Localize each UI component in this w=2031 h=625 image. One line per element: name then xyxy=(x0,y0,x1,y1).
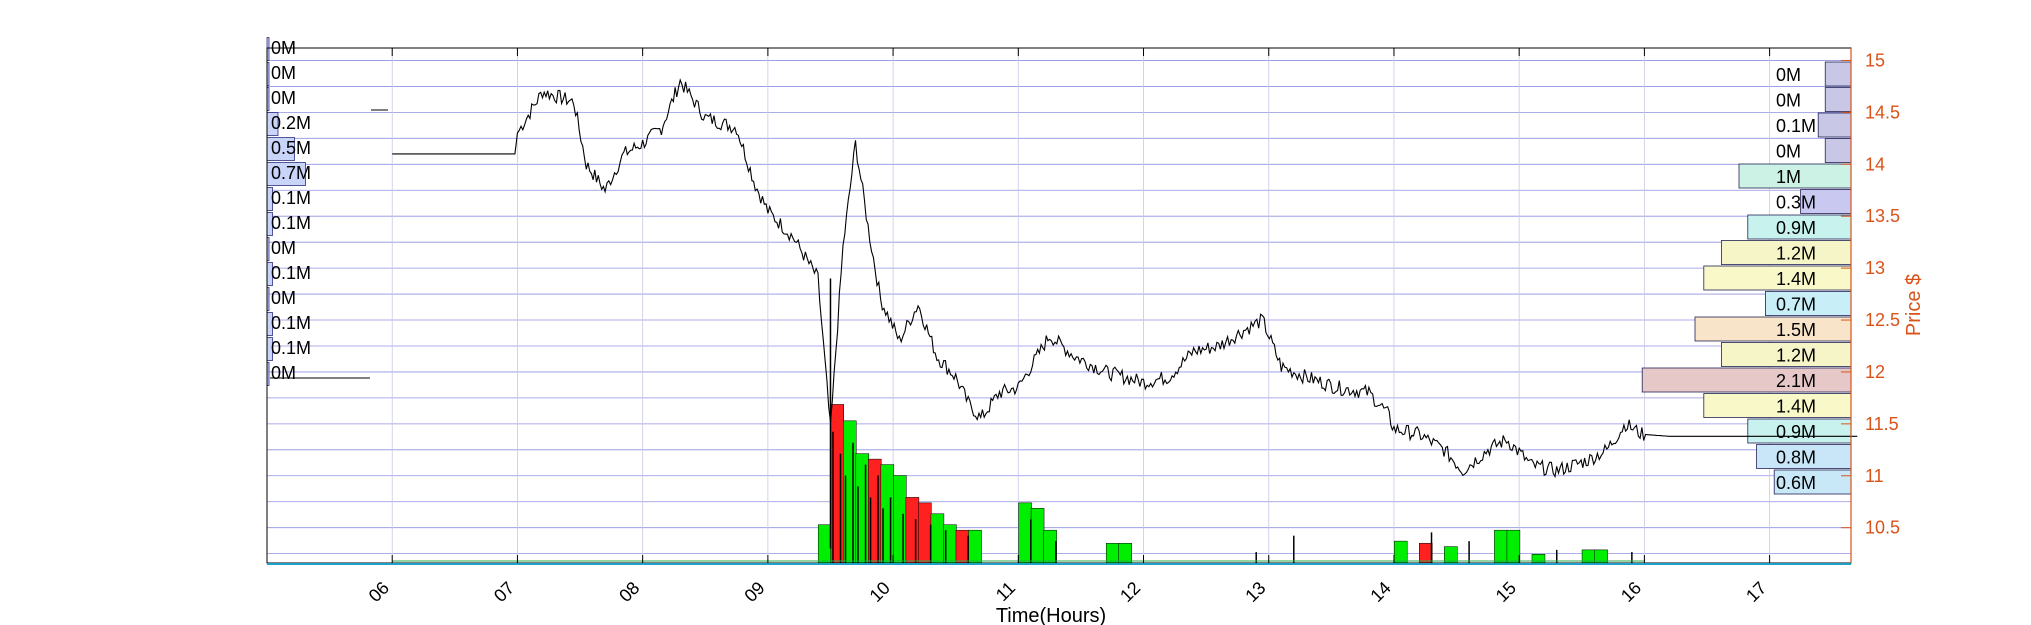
right-profile-bar xyxy=(1703,265,1852,291)
volume-bar xyxy=(817,524,832,564)
x-tick-label: 06 xyxy=(365,578,393,606)
volume-bar xyxy=(1494,529,1508,564)
right-profile-label: 0.3M xyxy=(1776,193,1816,213)
right-profile-bar xyxy=(1824,138,1852,163)
left-profile-label: 0.2M xyxy=(271,113,311,133)
left-volume-profile: 0M 0M 0M 0.2M 0.5M 0.7M 0.1M 0.1M 0M 0.1M 0M 0.1M 0.… xyxy=(266,37,388,386)
x-tick-label: 13 xyxy=(1241,578,1269,606)
right-profile-bar xyxy=(1800,189,1852,214)
left-profile-label: 0.1M xyxy=(271,213,311,233)
right-profile-label: 1.4M xyxy=(1776,269,1816,289)
volume-bar xyxy=(955,529,970,564)
right-profile-label: 1.5M xyxy=(1776,320,1816,340)
right-profile-bar xyxy=(1747,214,1852,240)
y-tick-label: 12 xyxy=(1865,362,1885,382)
left-profile-label: 0M xyxy=(271,288,296,308)
right-profile-label: 0.8M xyxy=(1776,448,1816,468)
x-tick-label: 16 xyxy=(1617,578,1645,606)
right-profile-label: 0M xyxy=(1776,142,1801,162)
y-tick-label: 10.5 xyxy=(1865,518,1900,538)
y-tick-label: 13 xyxy=(1865,258,1885,278)
right-profile-label: 0.1M xyxy=(1776,116,1816,136)
y-tick-label: 14.5 xyxy=(1865,102,1900,122)
volume-bar xyxy=(1018,502,1032,564)
right-profile-bar xyxy=(1824,61,1852,87)
right-profile-bar xyxy=(1641,367,1852,393)
volume-bar xyxy=(1105,543,1120,564)
volume-bars xyxy=(392,404,1645,564)
volume-bar xyxy=(1118,543,1132,564)
price-line xyxy=(392,78,1858,479)
volume-bar xyxy=(893,475,907,564)
right-profile-label: 0.6M xyxy=(1776,473,1816,493)
volume-bar xyxy=(968,529,982,564)
left-profile-label: 0.1M xyxy=(271,188,311,208)
right-profile-label: 0M xyxy=(1776,65,1801,85)
x-tick-label: 11 xyxy=(992,578,1019,605)
left-profile-label: 0.1M xyxy=(271,263,311,283)
volume-bar xyxy=(1506,529,1521,564)
left-profile-label: 0M xyxy=(271,238,296,258)
x-tick-label: 14 xyxy=(1366,578,1394,606)
x-tick-label: 12 xyxy=(1116,578,1144,606)
left-profile-label: 0M xyxy=(271,88,296,108)
y-tick-label: 14 xyxy=(1865,154,1885,174)
right-profile-label: 0M xyxy=(1776,91,1801,111)
right-profile-bar xyxy=(1756,444,1852,469)
x-tick-label: 07 xyxy=(490,578,518,606)
volume-bar xyxy=(1030,508,1045,564)
right-profile-bar xyxy=(1721,240,1852,265)
y-tick-label: 12.5 xyxy=(1865,310,1900,330)
right-profile-label: 0.9M xyxy=(1776,218,1816,238)
x-axis-title: Time(Hours) xyxy=(996,605,1106,625)
right-profile-label: 1.4M xyxy=(1776,397,1816,417)
right-profile-bar xyxy=(1824,87,1852,112)
right-volume-profile: 0M 0M 0.1M 0M 1M 0.3M 0.9M 1.2M 1.4M 0.7M 1.5M 1.2M… xyxy=(1641,61,1852,495)
y-tick-label: 11.5 xyxy=(1865,414,1899,434)
right-profile-bar xyxy=(1721,342,1852,367)
right-profile-label: 0.7M xyxy=(1776,295,1816,315)
plot-background xyxy=(267,48,1851,563)
left-profile-label: 0.1M xyxy=(271,338,311,358)
right-profile-bar xyxy=(1773,469,1852,495)
y-tick-label: 11 xyxy=(1865,466,1884,486)
x-tick-label: 08 xyxy=(615,578,643,606)
left-profile-label: 0.5M xyxy=(271,138,311,158)
y-tick-label: 15 xyxy=(1865,50,1885,70)
volume-bar xyxy=(930,513,945,564)
volume-bar xyxy=(905,497,920,564)
volume-bar xyxy=(1393,540,1408,564)
x-tick-label: 10 xyxy=(866,578,894,606)
x-tick-label: 15 xyxy=(1492,578,1520,606)
volume-bar xyxy=(1531,554,1546,564)
volume-bar xyxy=(1043,529,1057,564)
right-profile-bar xyxy=(1703,393,1852,418)
price-series xyxy=(392,78,1858,549)
right-profile-label: 1M xyxy=(1776,167,1801,187)
x-tick-label: 09 xyxy=(740,578,768,606)
left-profile-label: 0.1M xyxy=(271,313,311,333)
right-profile-label: 1.2M xyxy=(1776,346,1816,366)
left-profile-label: 0.7M xyxy=(271,163,311,183)
grid-layer xyxy=(267,48,1851,563)
right-profile-label: 1.2M xyxy=(1776,244,1816,264)
right-profile-bar xyxy=(1694,316,1852,342)
right-profile-bar xyxy=(1817,112,1852,138)
volume-bar xyxy=(918,502,932,564)
volume-bar xyxy=(1419,543,1433,564)
right-profile-label: 2.1M xyxy=(1776,371,1816,391)
y-axis-title: Price $ xyxy=(1903,274,1925,336)
left-profile-label: 0M xyxy=(271,63,296,83)
x-tick-label: 17 xyxy=(1742,578,1770,606)
right-profile-label: 0.9M xyxy=(1776,422,1816,442)
left-profile-label: 0M xyxy=(271,363,296,383)
y-tick-label: 13.5 xyxy=(1865,206,1900,226)
